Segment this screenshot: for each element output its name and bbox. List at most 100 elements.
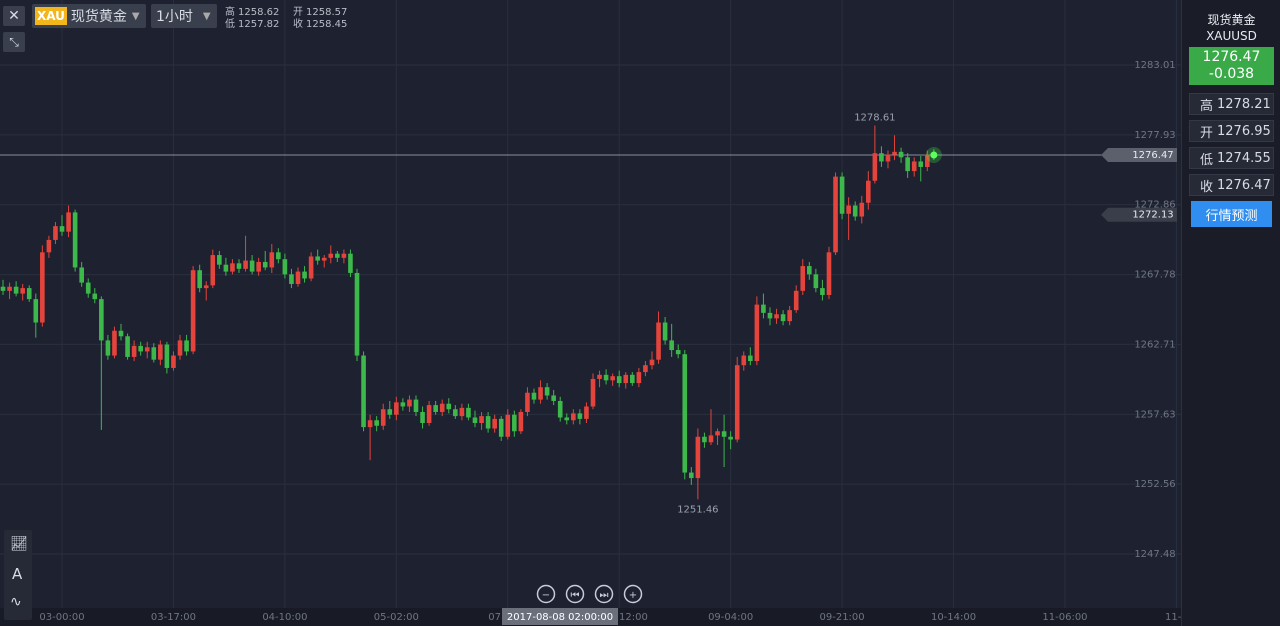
zoom-control[interactable]: ⏭ (594, 584, 614, 604)
candle-body (249, 260, 255, 272)
zoom-button (594, 584, 614, 604)
zoom-control[interactable]: ⏮ (565, 584, 585, 604)
candle-body (387, 409, 393, 415)
y-tick-label: 1262.71 (1134, 339, 1175, 350)
candle-body (597, 374, 602, 379)
candle-body (0, 286, 6, 291)
y-tick-label: 1277.93 (1134, 130, 1175, 141)
draw-tool[interactable]: A (12, 565, 23, 583)
candle-body (925, 154, 930, 167)
y-tick-label: 1283.01 (1134, 60, 1175, 71)
close-button[interactable]: ✕ (3, 6, 25, 26)
candle-body (590, 378, 596, 407)
instrument-select[interactable]: XAU 现货黄金 ▼ (32, 4, 146, 28)
header-stat: 高 1258.62 (225, 7, 279, 19)
candle-body (630, 374, 635, 384)
candle-body (859, 202, 865, 217)
candle-body (538, 387, 543, 400)
price-tag: 1276.47 (1132, 150, 1173, 161)
candles (0, 125, 937, 500)
candle-body (164, 344, 170, 368)
zoom-control[interactable]: + (623, 584, 643, 604)
candle-body (256, 261, 261, 272)
candle-body (623, 374, 629, 384)
candle-body (92, 293, 98, 300)
candle-body (446, 403, 452, 410)
candle-body (439, 403, 445, 412)
candle-body (426, 405, 432, 423)
sidebar-stat: 收 1276.47 (1189, 174, 1274, 196)
x-tick-label: 09-21:00 (820, 612, 865, 623)
stat-value: 1258.62 (238, 7, 280, 18)
candle-body (217, 255, 222, 265)
stat-label: 开 (293, 7, 303, 18)
candle-body (820, 288, 825, 295)
candle-body (262, 261, 268, 268)
candle-body (20, 288, 25, 294)
zoom-control[interactable]: − (536, 584, 556, 604)
candle-body (616, 376, 622, 384)
header-stat: 收 1258.45 (293, 19, 347, 31)
price-tag-bg (1101, 207, 1177, 222)
candle-body (879, 153, 884, 162)
candle-body (171, 355, 176, 368)
candle-body (905, 157, 910, 172)
stat-value: 1258.45 (306, 19, 348, 30)
candle-body (852, 205, 858, 217)
x-tick-label: 03-17:00 (151, 612, 196, 623)
y-tick-label: 1272.86 (1134, 200, 1175, 211)
candle-body (321, 257, 327, 261)
candle-body (354, 272, 360, 356)
x-tick-label: 11-06:00 (1042, 612, 1087, 623)
price-tag: 1272.13 (1132, 210, 1173, 221)
candle-body (787, 310, 792, 322)
zoom-button (536, 584, 556, 604)
stat-label: 开 (1200, 125, 1214, 141)
candle-body (675, 350, 681, 355)
sidebar-stat: 高 1278.21 (1189, 93, 1274, 115)
candle-body (276, 252, 281, 260)
candle-body (99, 299, 104, 341)
candle-body (564, 417, 570, 421)
candle-body (289, 274, 294, 284)
sidebar-stat: 低 1274.55 (1189, 147, 1274, 169)
candle-body (728, 436, 733, 440)
stat-label: 高 (1200, 98, 1214, 114)
candle-body (144, 347, 150, 352)
x-tick-label: 12:00 (619, 612, 648, 623)
chart: 1283.01 1277.93 1272.86 1267.78 1262.71 1257.… (0, 0, 1181, 626)
candle-body (813, 274, 819, 289)
indicator-tool[interactable]: 📈︎ (10, 536, 28, 552)
candle-body (492, 418, 497, 429)
stat-label: 高 (225, 7, 235, 18)
candle-body (26, 288, 32, 300)
zoom-button (623, 584, 643, 604)
candle-body (295, 271, 301, 284)
candle-body (682, 354, 688, 473)
candle-body (767, 312, 773, 319)
candle-body (269, 252, 275, 268)
candle-body (636, 372, 642, 384)
candle-body (833, 176, 838, 253)
candle-body (498, 418, 504, 437)
forecast-button[interactable]: 行情预测 (1191, 201, 1272, 227)
interval-select[interactable]: 1小时 ▼ (151, 4, 217, 28)
candle-body (918, 161, 924, 167)
candle-body (610, 376, 615, 381)
collapse-button[interactable]: ⤡ (3, 32, 25, 52)
stat-value: 1276.95 (1217, 123, 1271, 139)
candle-body (466, 407, 471, 418)
candle-body (374, 420, 379, 426)
zoom-icon: + (629, 590, 637, 601)
candle-body (177, 340, 183, 356)
x-tick-label: 09-04:00 (708, 612, 753, 623)
candle-body (138, 345, 143, 352)
wave-tool[interactable]: ∿ (10, 594, 22, 610)
candle-body (367, 420, 373, 428)
candle-body (669, 340, 674, 351)
candle-body (328, 253, 334, 258)
candle-body (649, 359, 655, 366)
candle-body (85, 282, 91, 294)
x-tick-label: 10-14:00 (931, 612, 976, 623)
dropdown-arrow: ▼ (202, 10, 211, 22)
